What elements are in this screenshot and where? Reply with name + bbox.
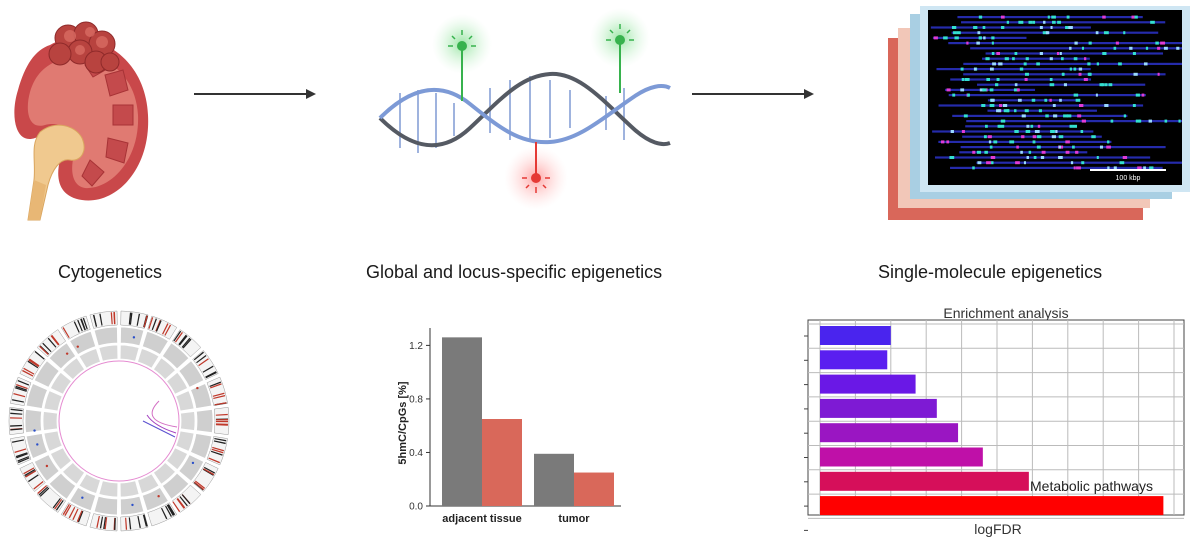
ureter [28, 180, 46, 220]
dna-strand-blue [378, 84, 671, 145]
dna-helix-illustration [378, 8, 671, 210]
hmc-bar-chart: 5hmC/CpGs [%] 0.0 0.4 0.8 1.2 adjacent tiss… [397, 328, 621, 525]
green-probe-left [457, 41, 467, 51]
arrow-2 [692, 89, 814, 99]
circos-plot [8, 310, 230, 532]
arrow-1 [194, 89, 316, 99]
enrichment-bar-1 [820, 350, 888, 370]
enrichment-chart: Enrichment analysis Metabolic pathways l… [804, 305, 1185, 537]
bar-1-0 [534, 453, 574, 506]
green-probe-right [615, 35, 625, 45]
stage-label-cytogenetics: Cytogenetics [58, 262, 163, 282]
y-tick-label: 0.0 [409, 502, 423, 513]
single-molecule-image: 100 kbp [928, 10, 1182, 185]
enrichment-title: Enrichment analysis [943, 305, 1068, 321]
enrichment-bar-3 [820, 398, 937, 418]
scale-bar-label: 100 kbp [1116, 175, 1141, 182]
red-probe [531, 173, 541, 183]
enrichment-bar-2 [820, 374, 916, 394]
y-tick-label: 0.4 [409, 448, 423, 459]
dna-strand-dark [378, 71, 671, 148]
enrichment-annotation: Metabolic pathways [1030, 478, 1153, 494]
y-tick-label: 0.8 [409, 394, 423, 405]
x-category-label-0: adjacent tissue [442, 513, 521, 525]
stage-label-single-molecule: Single-molecule epigenetics [878, 262, 1103, 282]
enrichment-bar-0 [820, 326, 891, 345]
kidney-illustration [14, 21, 149, 221]
enrichment-bar-4 [820, 423, 959, 443]
enrichment-bar-5 [820, 447, 983, 467]
bar-0-0 [442, 337, 482, 506]
enrichment-bar-7 [820, 496, 1164, 516]
x-category-label-1: tumor [558, 513, 590, 525]
y-tick-label: 1.2 [409, 341, 423, 352]
enrichment-bar-6 [820, 471, 1029, 491]
bar-1-1 [574, 472, 614, 506]
stage-label-global-epigenetics: Global and locus-specific epigenetics [366, 262, 663, 282]
bar-0-1 [482, 419, 522, 506]
enrichment-xlabel: logFDR [974, 521, 1021, 537]
y-axis-title: 5hmC/CpGs [%] [397, 381, 409, 464]
